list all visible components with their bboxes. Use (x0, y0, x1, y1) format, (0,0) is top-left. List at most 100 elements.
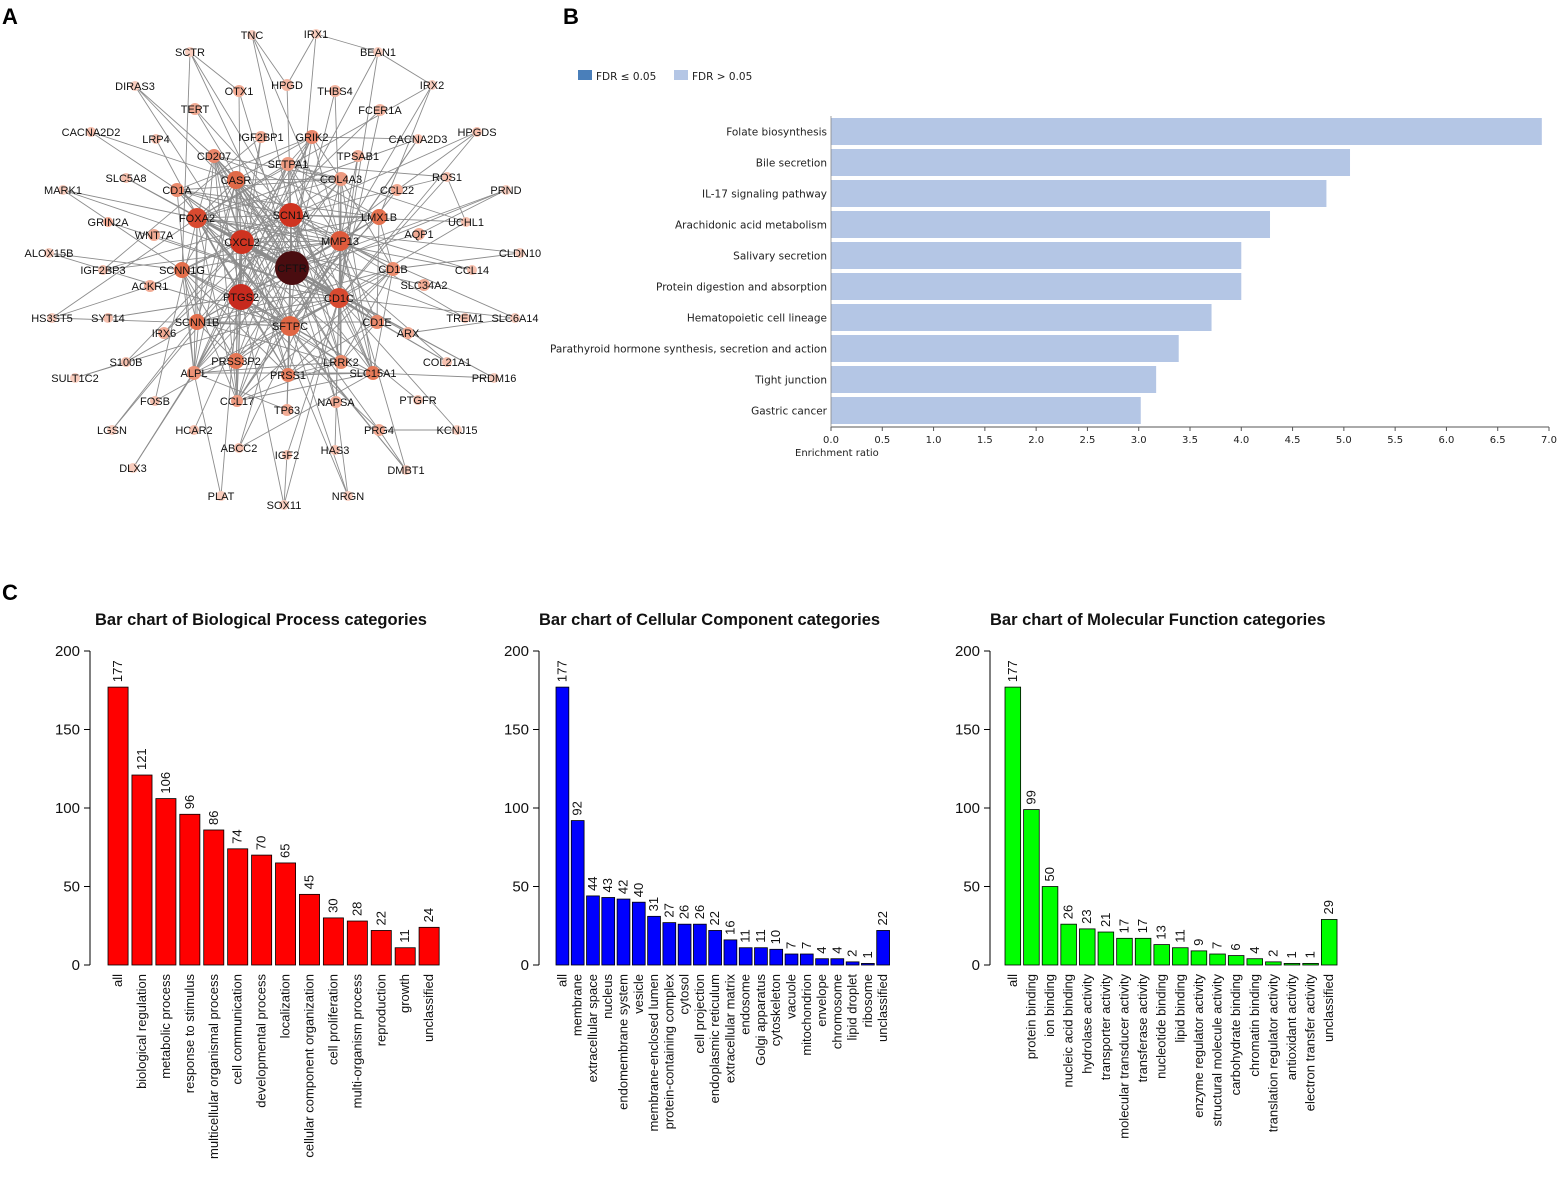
network-edge (235, 267, 293, 362)
bar-chromatin-binding (1246, 958, 1263, 966)
node-label: HCAR2 (175, 425, 212, 437)
network-edge (181, 269, 195, 374)
node-label: SFTPA1 (268, 159, 309, 171)
network-edge (338, 297, 458, 431)
node-circle (279, 203, 303, 227)
node-label: IRX6 (152, 328, 176, 340)
node-label: ALPL (181, 368, 208, 380)
bar-value-antioxidant-activity: 1 (1284, 951, 1299, 958)
node-circle (107, 425, 117, 435)
bar-label-cell-communication: cell communication (230, 974, 245, 1085)
node-label: CXCL2 (224, 237, 259, 249)
node-circle (386, 262, 400, 276)
bar-label-cell-proliferation: cell proliferation (325, 974, 340, 1065)
node-label: LGSN (97, 425, 127, 437)
bar-protein-containing-complex (662, 922, 677, 966)
network-node-napsa: NAPSA (317, 396, 355, 409)
go-chart-biological-process: Bar chart of Biological Process categori… (55, 611, 440, 1159)
y-axis: 0 50 100 150 200 (504, 643, 540, 974)
x-tick-label: 4.0 (1233, 435, 1249, 446)
node-circle (427, 80, 437, 90)
bar-value-cell-communication: 74 (230, 829, 245, 843)
node-circle (370, 315, 384, 329)
bar-label-growth: growth (397, 974, 412, 1013)
node-label: COL21A1 (423, 357, 471, 369)
y-tick-label: 100 (55, 800, 80, 817)
node-label: LRRK2 (323, 357, 358, 369)
bar-value-transferase-activity: 17 (1135, 919, 1150, 933)
node-label: CCL22 (380, 185, 414, 197)
network-edge (194, 108, 293, 269)
network-edge (378, 84, 433, 218)
network-node-ros1: ROS1 (432, 172, 462, 184)
bar-nucleotide-binding (1153, 944, 1170, 966)
node-label: GRIK2 (295, 132, 328, 144)
network-edge (111, 321, 198, 431)
network-edge (102, 136, 262, 271)
network-node-scnn1b: SCNN1B (175, 314, 219, 330)
network-edge (62, 189, 198, 219)
node-circle (234, 443, 244, 453)
bar-label-protein-containing-complex: protein-containing complex (661, 974, 676, 1130)
node-circle (247, 30, 257, 40)
node-label: PRND (490, 185, 521, 197)
network-node-dmbt1: DMBT1 (387, 465, 425, 477)
bar-value-lipid-droplet: 2 (845, 950, 860, 957)
network-edge (181, 179, 237, 271)
network-node-alox15b: ALOX15B (25, 248, 73, 260)
node-circle (391, 184, 403, 196)
network-node-grik2: GRIK2 (295, 130, 329, 144)
node-circle (515, 248, 525, 258)
bar-endomembrane-system (616, 898, 631, 966)
network-node-bean1: BEAN1 (360, 47, 396, 59)
bar-value-endomembrane-system: 42 (616, 880, 631, 894)
bar-label-arachidonic-acid-metabolism: Arachidonic acid metabolism (675, 220, 827, 232)
bar-label-tight-junction: Tight junction (754, 375, 827, 387)
enrichment-x-axis: 0.0 0.5 1.0 1.5 2.0 2.5 3.0 3.5 4.0 4.5 5.0 5.5 6.0 6… (795, 116, 1557, 459)
network-node-prss1: PRSS1 (270, 368, 306, 382)
network-edge (51, 217, 198, 319)
node-circle (275, 251, 309, 285)
network-edge (290, 214, 380, 218)
network-edge (290, 214, 466, 319)
bar-label-unclassified: unclassified (1321, 974, 1336, 1042)
bar-cell-communication (227, 848, 249, 966)
network-edge (236, 325, 291, 402)
bar-label-parathyroid-hormone-synthesis-secretion-and-action: Parathyroid hormone synthesis, secretion… (550, 344, 827, 356)
node-circle (98, 265, 108, 275)
bar-label-endomembrane-system: endomembrane system (616, 974, 631, 1110)
bar-value-cell-projection: 26 (692, 905, 707, 919)
node-circle (228, 353, 244, 369)
node-label: IGF2BP3 (80, 265, 125, 277)
network-edge (236, 372, 374, 402)
network-edge (289, 325, 349, 497)
network-edge (251, 34, 292, 216)
bar-value-all: 177 (554, 660, 569, 682)
network-node-scnn1g: SCNN1G (159, 262, 205, 278)
bar-value-nucleic-acid-binding: 26 (1061, 905, 1076, 919)
x-tick-label: 3.0 (1131, 435, 1147, 446)
bar-cellular-component-organization (299, 893, 320, 966)
node-label: SLC15A1 (349, 368, 396, 380)
network-node-hcar2: HCAR2 (175, 425, 213, 437)
network-edge (340, 321, 378, 363)
network-edge (176, 178, 342, 191)
network-node-cxcl2: CXCL2 (224, 230, 260, 254)
node-circle (442, 172, 452, 182)
bar-value-all: 177 (1005, 660, 1020, 682)
node-circle (187, 366, 201, 380)
x-tick-label: 5.0 (1336, 435, 1352, 446)
node-circle (373, 47, 383, 57)
bar-label-cell-projection: cell projection (692, 974, 707, 1054)
bar-biological-regulation (131, 774, 153, 966)
node-label: DMBT1 (387, 465, 424, 477)
bar-vesicle (631, 901, 646, 966)
network-edge (241, 109, 381, 243)
network-edge (193, 155, 215, 374)
bar-metabolic-process (155, 798, 177, 966)
panel-label-c: C (2, 580, 18, 605)
node-circle (170, 183, 184, 197)
network-edge (334, 90, 341, 242)
bar-value-endosome: 11 (738, 929, 753, 943)
